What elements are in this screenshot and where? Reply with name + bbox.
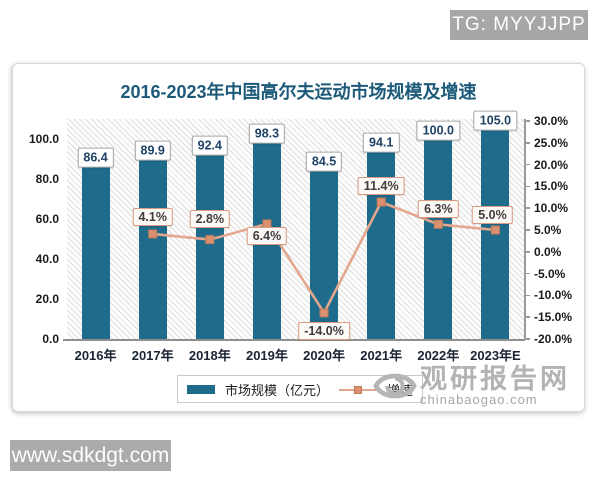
- growth-marker: [490, 225, 500, 235]
- right-axis-tick-label: 30.0%: [534, 113, 569, 128]
- legend-line-label: 增速: [387, 382, 414, 398]
- x-axis-category-label: 2023年E: [470, 348, 521, 363]
- x-axis-category-label: 2019年: [245, 348, 288, 363]
- bar-value-label: 84.5: [305, 151, 343, 172]
- growth-marker: [319, 308, 329, 318]
- watermark-brand-text: 观研报告网: [420, 364, 570, 394]
- right-axis-tick-label: -5.0%: [534, 266, 566, 281]
- legend-bar-label: 市场规模（亿元）: [224, 382, 329, 398]
- right-axis-tick-label: 10.0%: [534, 201, 569, 216]
- right-axis-tick-label: 15.0%: [534, 179, 569, 194]
- right-axis-tick: [524, 207, 530, 209]
- right-axis-tick: [524, 142, 530, 144]
- x-axis-category-label: 2016年: [74, 348, 117, 363]
- growth-value-label: -14.0%: [298, 321, 350, 340]
- bar-value-label: 94.1: [363, 132, 400, 153]
- market-size-bar: [424, 139, 453, 339]
- site-watermark-text: www.sdkdgt.com: [11, 443, 170, 467]
- right-axis-tick: [524, 338, 530, 340]
- growth-line-plot: [148, 197, 500, 318]
- right-axis-tick: [524, 185, 530, 188]
- right-axis-tick-label: -10.0%: [534, 288, 573, 303]
- bar-value-label: 92.4: [191, 135, 228, 156]
- right-axis-tick-label: -15.0%: [534, 310, 573, 325]
- watermark-domain-text: chinabaogao.com: [420, 392, 538, 407]
- right-axis-tick-label: 5.0%: [534, 222, 562, 237]
- legend-line-marker: [354, 385, 362, 394]
- growth-value-label: 11.4%: [357, 177, 405, 196]
- right-axis-tick-label: -20.0%: [534, 332, 573, 346]
- x-axis-category-label: 2017年: [131, 348, 174, 363]
- left-axis-tick-label: 20.0: [35, 292, 59, 306]
- chart-card: 2016-2023年中国高尔夫运动市场规模及增速 市场规模（亿元） 增速 观研报…: [12, 63, 585, 412]
- tg-watermark-badge: TG: MYYJJPP: [450, 10, 588, 40]
- right-axis-tick: [524, 316, 530, 318]
- bar-value-label: 100.0: [416, 120, 460, 141]
- right-axis-tick: [524, 251, 530, 253]
- left-axis-tick-label: 40.0: [35, 252, 59, 266]
- right-axis-tick: [524, 163, 530, 166]
- left-axis-tick-label: 60.0: [35, 212, 59, 226]
- x-axis-category-label: 2020年: [303, 348, 346, 363]
- x-axis-category-label: 2021年: [360, 348, 403, 363]
- site-watermark-badge: www.sdkdgt.com: [10, 440, 171, 471]
- x-axis-line: [63, 339, 525, 341]
- right-axis-tick: [524, 229, 530, 231]
- growth-value-label: 6.3%: [418, 200, 459, 219]
- right-axis-tick: [524, 272, 530, 275]
- left-axis-tick-label: 0.0: [42, 332, 59, 346]
- bar-value-label: 86.4: [77, 147, 114, 168]
- growth-marker: [205, 235, 215, 245]
- tg-watermark-text: TG: MYYJJPP: [452, 14, 586, 35]
- bar-value-label: 89.9: [134, 140, 171, 161]
- left-axis-tick-label: 80.0: [35, 172, 59, 186]
- growth-value-label: 2.8%: [189, 209, 231, 228]
- market-size-bar: [138, 159, 167, 339]
- left-axis-tick-label: 100.0: [28, 132, 59, 146]
- market-size-bar: [195, 154, 224, 339]
- right-axis-tick-label: 20.0%: [534, 157, 569, 172]
- right-axis-tick: [524, 294, 530, 297]
- legend: 市场规模（亿元） 增速: [177, 375, 423, 403]
- right-axis-tick-label: 0.0%: [534, 244, 562, 259]
- right-axis-tick: [524, 120, 530, 122]
- growth-marker: [376, 197, 386, 207]
- bar-value-label: 105.0: [473, 110, 518, 131]
- growth-value-label: 4.1%: [132, 207, 173, 226]
- right-axis-tick-label: 25.0%: [534, 135, 569, 150]
- chart-title: 2016-2023年中国高尔夫运动市场规模及增速: [120, 82, 477, 102]
- x-axis-category-label: 2022年: [417, 348, 460, 363]
- growth-value-label: 5.0%: [472, 205, 513, 224]
- legend-bar-swatch: [186, 384, 215, 394]
- growth-marker: [148, 229, 158, 239]
- growth-marker: [433, 219, 443, 229]
- x-axis-category-label: 2018年: [188, 348, 231, 363]
- market-size-bar: [81, 166, 110, 339]
- legend-line-swatch: [339, 385, 377, 394]
- growth-value-label: 6.4%: [246, 226, 288, 245]
- bar-value-label: 98.3: [248, 123, 286, 144]
